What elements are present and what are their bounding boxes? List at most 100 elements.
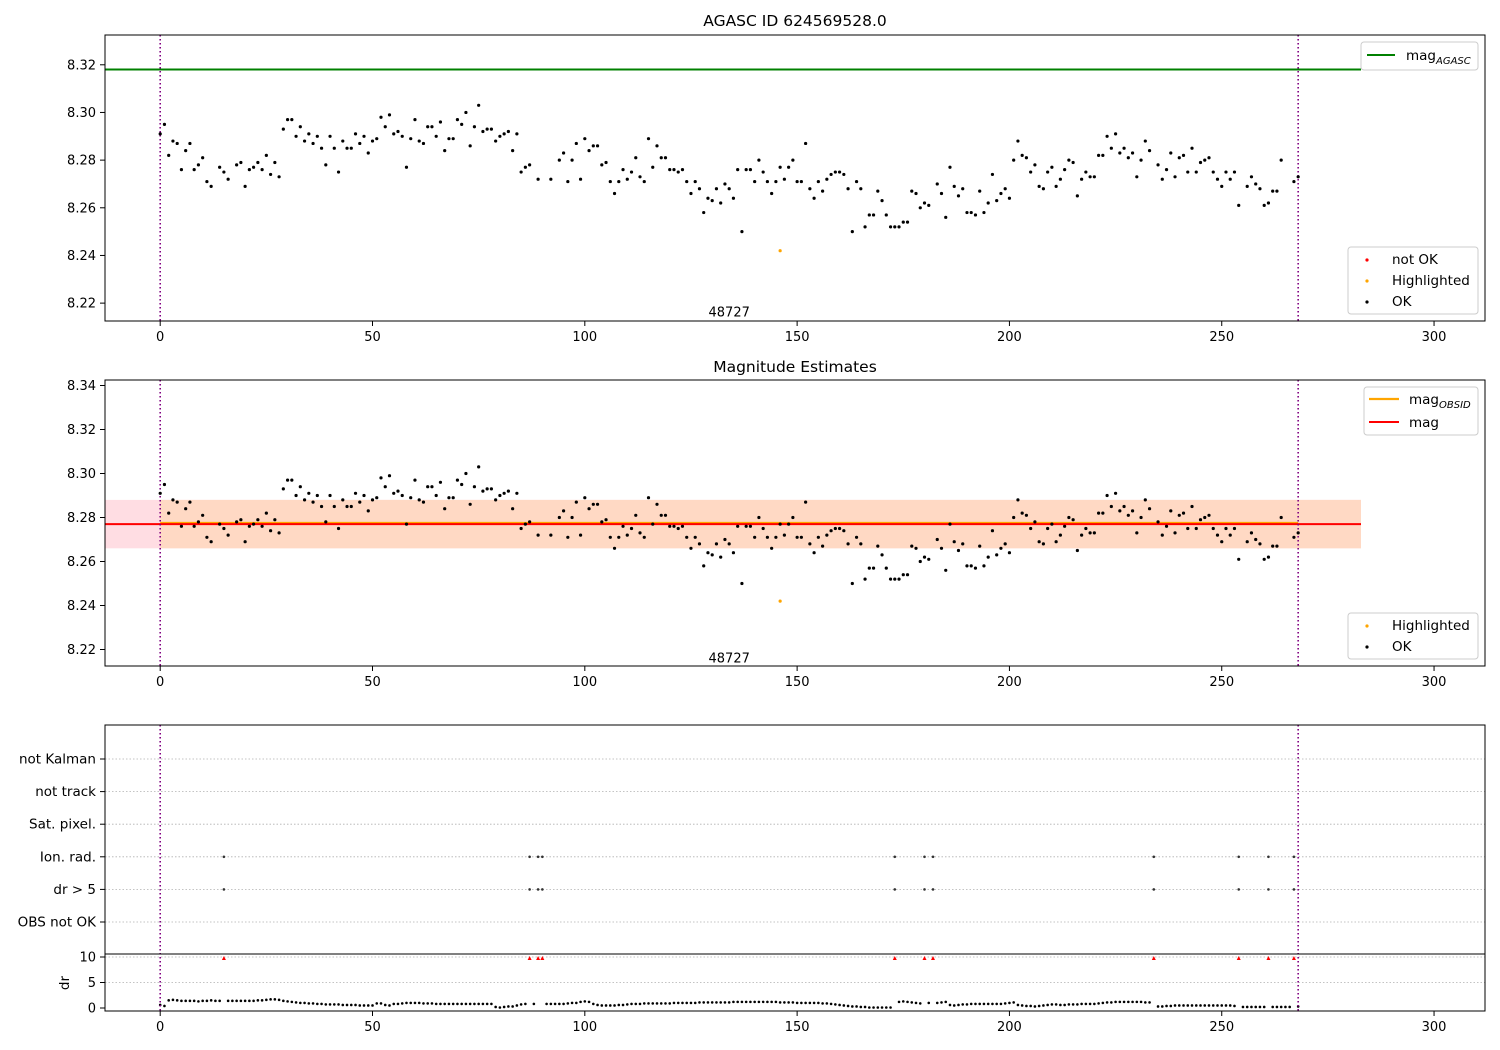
ok-point [523, 522, 527, 526]
ok-point [1258, 542, 1262, 546]
ok-point [171, 139, 175, 143]
ok-point [901, 220, 905, 224]
ok-point [1266, 555, 1271, 559]
ok-point [1275, 544, 1279, 548]
ok-point [557, 158, 561, 162]
ok-point [218, 165, 222, 169]
ok-point [854, 535, 859, 539]
panel-flags-xaxis: 0 50 100 150 200 250 300 [156, 1011, 1446, 1035]
dr-point [1207, 1004, 1211, 1007]
ok-point [383, 125, 387, 129]
ok-point [1130, 151, 1135, 155]
ok-point [833, 170, 837, 174]
ok-point [184, 507, 188, 511]
ok-point [528, 163, 532, 167]
ok-point [1237, 203, 1241, 208]
legend-label-highlighted: Highlighted [1392, 273, 1470, 289]
ok-point [990, 172, 995, 177]
dr-point [1097, 1002, 1100, 1005]
dr-point [332, 1003, 336, 1006]
ok-point [604, 160, 608, 165]
ok-point [1084, 170, 1088, 174]
dr-axis-label: dr [57, 975, 73, 990]
ok-point [948, 522, 952, 526]
y-tick-label: 0 [88, 1002, 96, 1017]
ok-point [1024, 156, 1029, 160]
ok-point [570, 515, 574, 520]
flag-point [222, 888, 226, 891]
ok-point [400, 134, 404, 138]
dr-point [1245, 1005, 1249, 1009]
dr-point [396, 1002, 400, 1006]
ok-point [290, 478, 294, 482]
panel-agasc-xaxis: 0 50 100 150 200 250 300 [156, 321, 1446, 345]
dr-point [604, 1004, 608, 1007]
dr-point [231, 999, 234, 1003]
dr-point [710, 1001, 714, 1004]
ok-point [761, 526, 765, 531]
ok-point [519, 526, 523, 531]
dr-point [290, 1000, 294, 1004]
ok-point [587, 148, 591, 153]
flag-row-label: not Kalman [19, 752, 96, 768]
dr-point [1088, 1002, 1092, 1006]
dr-clipped-marker [922, 956, 927, 960]
ok-point [252, 165, 256, 169]
dr-point [957, 1003, 960, 1007]
legend-label-ok: OK [1392, 294, 1413, 310]
dr-point [1025, 1004, 1028, 1008]
dr-point [422, 1002, 425, 1005]
dr-point [400, 1002, 404, 1005]
dr-point [880, 1006, 884, 1009]
ok-point [1139, 515, 1143, 520]
ok-point [659, 156, 663, 160]
dr-point [1220, 1004, 1224, 1007]
ok-point [829, 172, 833, 177]
ok-point [1058, 177, 1062, 181]
flag-point [923, 888, 926, 891]
ok-point [345, 146, 349, 150]
dr-point [201, 999, 204, 1003]
ok-point [842, 172, 846, 177]
ok-point [1254, 182, 1258, 186]
ok-point [723, 537, 727, 542]
ok-point [336, 170, 341, 174]
panel-flags: not Kalman not track Sat. pixel. Ion. rad. d… [18, 724, 1486, 1035]
ok-point [1164, 524, 1169, 528]
ok-point [719, 201, 723, 205]
dr-point [927, 1001, 931, 1005]
ok-point [434, 134, 438, 138]
ok-point [765, 179, 770, 184]
dr-point [800, 1001, 803, 1005]
ok-point [770, 191, 774, 196]
flag-point [1237, 888, 1241, 891]
ok-point [379, 476, 383, 480]
ok-point [1245, 540, 1249, 544]
ok-point [175, 141, 179, 146]
dr-point [995, 1002, 998, 1006]
ok-point [192, 524, 196, 528]
ok-point [1220, 184, 1224, 188]
ok-point [799, 179, 803, 184]
ok-point [1207, 513, 1211, 517]
dr-point [1156, 1005, 1160, 1008]
panel-mag-xaxis: 0 50 100 150 200 250 300 [156, 666, 1446, 690]
ok-point [494, 139, 498, 143]
ok-point [1228, 177, 1232, 181]
x-tick-label: 0 [156, 330, 164, 345]
ok-point [179, 168, 184, 172]
ok-point [1080, 177, 1084, 181]
dr-point [303, 1001, 306, 1005]
ok-point [269, 172, 273, 177]
ok-point [901, 573, 905, 577]
dr-point [838, 1003, 841, 1007]
legend-agasc-points: not OK Highlighted OK [1347, 246, 1479, 315]
ok-point [396, 489, 400, 493]
panel-agasc-highlighted [778, 249, 782, 253]
ok-point [1113, 132, 1118, 136]
dr-point [371, 1004, 374, 1007]
dr-point [553, 1002, 557, 1006]
ok-point [986, 201, 990, 205]
dr-point [681, 1001, 684, 1005]
